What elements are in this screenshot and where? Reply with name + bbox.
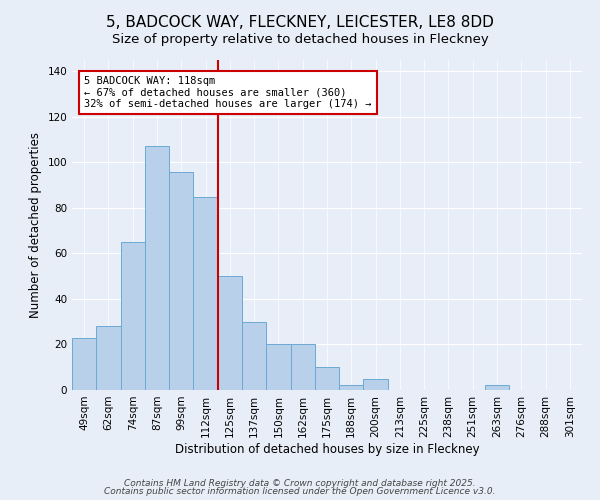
Text: Contains public sector information licensed under the Open Government Licence v3: Contains public sector information licen… [104, 487, 496, 496]
Text: 5, BADCOCK WAY, FLECKNEY, LEICESTER, LE8 8DD: 5, BADCOCK WAY, FLECKNEY, LEICESTER, LE8… [106, 15, 494, 30]
Text: Size of property relative to detached houses in Fleckney: Size of property relative to detached ho… [112, 32, 488, 46]
Text: Contains HM Land Registry data © Crown copyright and database right 2025.: Contains HM Land Registry data © Crown c… [124, 478, 476, 488]
Y-axis label: Number of detached properties: Number of detached properties [29, 132, 42, 318]
Bar [169, 172, 193, 390]
Bar [339, 386, 364, 390]
Text: 5 BADCOCK WAY: 118sqm
← 67% of detached houses are smaller (360)
32% of semi-det: 5 BADCOCK WAY: 118sqm ← 67% of detached … [84, 76, 371, 109]
Bar [96, 326, 121, 390]
X-axis label: Distribution of detached houses by size in Fleckney: Distribution of detached houses by size … [175, 442, 479, 456]
Bar [485, 386, 509, 390]
Bar [193, 196, 218, 390]
Bar [72, 338, 96, 390]
Bar [290, 344, 315, 390]
Bar [364, 378, 388, 390]
Bar [242, 322, 266, 390]
Bar [315, 367, 339, 390]
Bar [218, 276, 242, 390]
Bar [266, 344, 290, 390]
Bar [121, 242, 145, 390]
Bar [145, 146, 169, 390]
